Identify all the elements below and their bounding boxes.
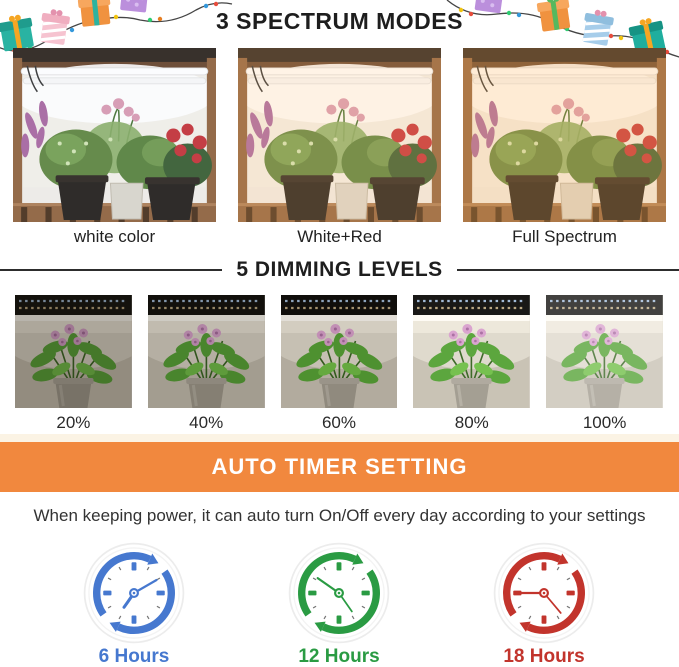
timer-clock-18h: 18 Hours [492, 541, 596, 667]
dimming-photo-100 [546, 295, 663, 408]
timer-banner: AUTO TIMER SETTING [0, 442, 679, 492]
dimming-level-labels: 20% 40% 60% 80% 100% [15, 413, 663, 433]
dimming-section-header: 5 DIMMING LEVELS [0, 258, 679, 282]
spectrum-mode-label: Full Spectrum [512, 227, 617, 246]
timer-clock-label: 6 Hours [98, 646, 170, 667]
spectrum-mode-label: white color [73, 227, 156, 246]
banner-top-strip [0, 434, 679, 442]
timer-clock-12h: 12 Hours [287, 541, 391, 667]
spectrum-photo-full-spectrum [463, 48, 666, 222]
timer-clock-label: 18 Hours [503, 646, 585, 667]
spectrum-mode-labels: white color White+Red Full Spectrum [13, 227, 666, 247]
dimming-level-label: 20% [56, 413, 91, 432]
dimming-photo-80 [413, 295, 531, 408]
spectrum-mode-label: White+Red [297, 227, 382, 246]
clock-arrows-icon [492, 541, 596, 645]
divider-line [456, 269, 679, 271]
dimming-level-label: 60% [321, 413, 356, 432]
timer-clock-label: 12 Hours [298, 646, 380, 667]
dimming-photo-60 [280, 295, 398, 408]
spectrum-photo-white [13, 48, 216, 222]
spectrum-photo-row [13, 48, 666, 222]
clock-arrows-icon [287, 541, 391, 645]
dimming-photo-40 [147, 295, 265, 408]
dimming-photo-20 [15, 295, 132, 408]
dimming-level-label: 100% [582, 413, 627, 432]
clock-arrows-icon [82, 541, 186, 645]
dimming-level-label: 80% [454, 413, 489, 432]
dimming-photo-row [15, 295, 663, 408]
spectrum-section-title: 3 SPECTRUM MODES [216, 8, 463, 34]
spectrum-photo-white-red [238, 48, 441, 222]
timer-description: When keeping power, it can auto turn On/… [33, 506, 646, 525]
divider-line [0, 269, 223, 271]
dimming-level-label: 40% [189, 413, 224, 432]
dimming-section-title: 5 DIMMING LEVELS [236, 258, 443, 281]
timer-clock-6h: 6 Hours [82, 541, 186, 667]
